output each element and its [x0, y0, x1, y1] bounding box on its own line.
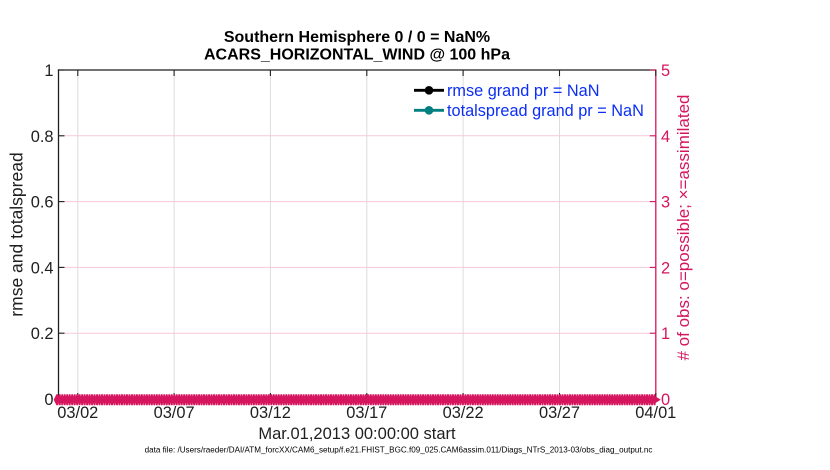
- svg-text:2: 2: [661, 259, 670, 277]
- svg-text:0.8: 0.8: [31, 128, 54, 146]
- svg-text:ACARS_HORIZONTAL_WIND @ 100 hP: ACARS_HORIZONTAL_WIND @ 100 hPa: [204, 47, 510, 64]
- svg-text:0.4: 0.4: [31, 259, 54, 277]
- svg-text:Mar.01,2013 00:00:00 start: Mar.01,2013 00:00:00 start: [258, 425, 456, 443]
- svg-text:5: 5: [661, 62, 670, 80]
- svg-text:rmse and totalspread: rmse and totalspread: [7, 152, 27, 316]
- svg-text:0.2: 0.2: [31, 325, 54, 343]
- svg-text:03/27: 03/27: [539, 404, 580, 422]
- svg-text:data file: /Users/raeder/DAI/A: data file: /Users/raeder/DAI/ATM_forcXX/…: [145, 445, 653, 454]
- svg-text:04/01: 04/01: [635, 404, 676, 422]
- svg-text:1: 1: [661, 325, 670, 343]
- svg-text:rmse grand pr = NaN: rmse grand pr = NaN: [447, 82, 599, 100]
- svg-text:03/07: 03/07: [154, 404, 195, 422]
- svg-text:4: 4: [661, 128, 670, 146]
- svg-text:03/12: 03/12: [250, 404, 291, 422]
- svg-text:1: 1: [44, 62, 53, 80]
- svg-text:totalspread grand pr = NaN: totalspread grand pr = NaN: [447, 102, 644, 120]
- svg-text:# of obs: o=possible; ×=assimi: # of obs: o=possible; ×=assimilated: [674, 94, 693, 360]
- svg-text:0: 0: [661, 391, 670, 409]
- svg-text:03/02: 03/02: [57, 404, 98, 422]
- svg-text:Southern Hemisphere 0 / 0 = Na: Southern Hemisphere 0 / 0 = NaN%: [224, 29, 490, 46]
- svg-text:03/17: 03/17: [346, 404, 387, 422]
- svg-text:0: 0: [44, 391, 53, 409]
- svg-text:3: 3: [661, 194, 670, 212]
- svg-text:0.6: 0.6: [31, 194, 54, 212]
- svg-text:03/22: 03/22: [443, 404, 484, 422]
